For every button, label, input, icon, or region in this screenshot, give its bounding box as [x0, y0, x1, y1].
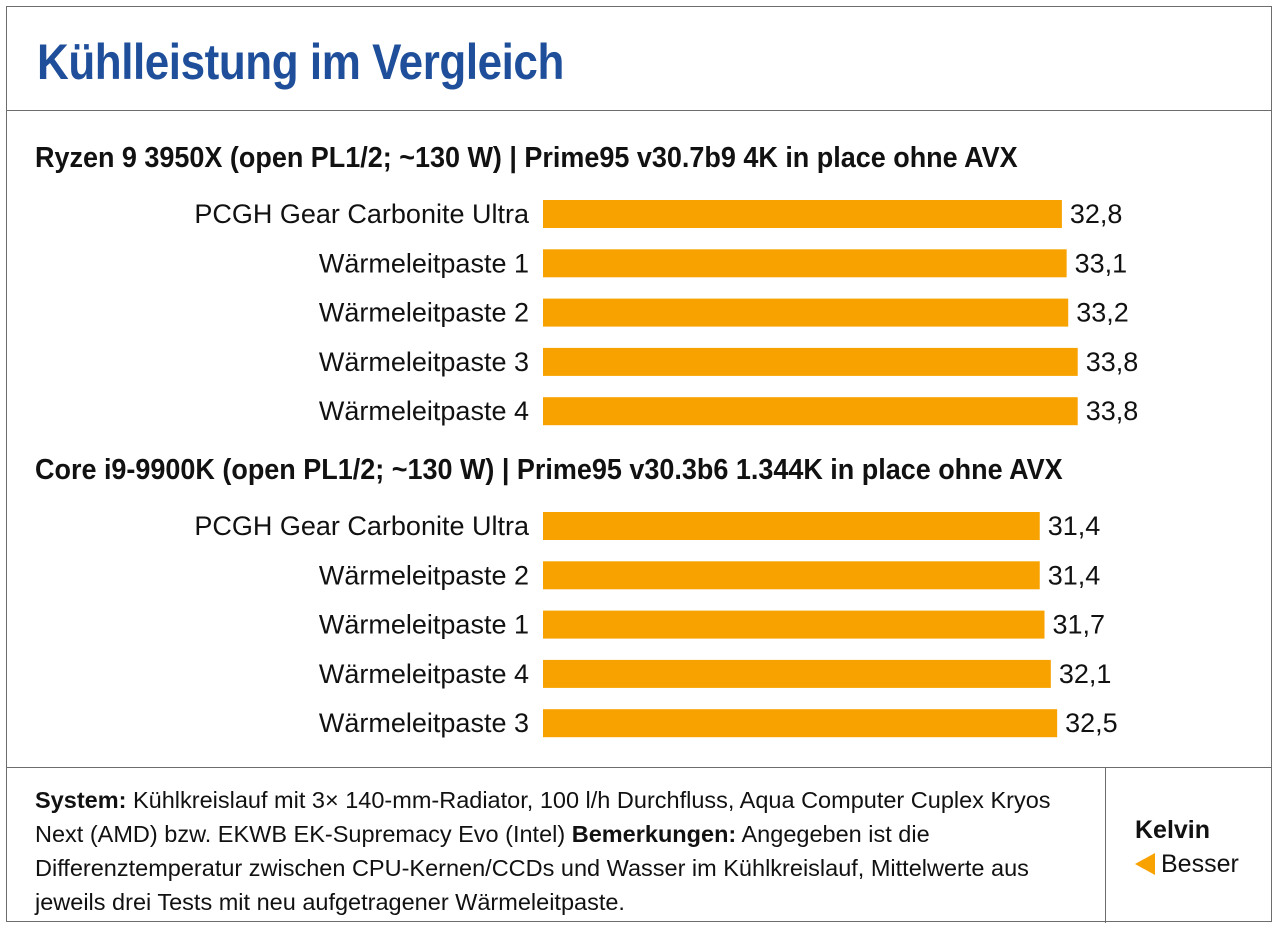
category-label: Wärmeleitpaste 2 [319, 298, 529, 328]
value-label: 33,2 [1076, 298, 1129, 328]
bar [543, 659, 1051, 688]
value-label: 33,8 [1086, 396, 1139, 426]
legend-direction: Besser [1135, 847, 1239, 881]
value-label: 33,1 [1075, 248, 1128, 278]
title-divider [7, 110, 1271, 111]
bar [543, 200, 1062, 228]
remarks-text: Angegeben ist die Differenztemperatur zw… [35, 821, 1029, 915]
legend-direction-label: Besser [1161, 850, 1239, 878]
bar [543, 397, 1078, 426]
value-label: 31,4 [1048, 560, 1101, 590]
bar [543, 347, 1078, 376]
bar [543, 610, 1045, 639]
category-label: Wärmeleitpaste 2 [319, 560, 529, 590]
remarks-label: Bemerkungen: [571, 821, 737, 847]
value-label: 32,5 [1065, 708, 1118, 738]
value-label: 32,1 [1059, 659, 1112, 689]
bar [543, 298, 1069, 327]
category-label: PCGH Gear Carbonite Ultra [194, 511, 530, 541]
bar [543, 561, 1040, 590]
bar [543, 512, 1040, 540]
value-label: 31,7 [1052, 610, 1105, 640]
system-label: System: [35, 787, 127, 813]
category-label: Wärmeleitpaste 3 [319, 708, 529, 738]
category-label: Wärmeleitpaste 1 [319, 610, 529, 640]
bar [543, 249, 1067, 278]
section-title-core-i9: Core i9-9900K (open PL1/2; ~130 W) | Pri… [35, 454, 1063, 486]
category-label: Wärmeleitpaste 1 [319, 248, 529, 278]
value-label: 33,8 [1086, 347, 1139, 377]
bar-chart: PCGH Gear Carbonite Ultra 32,8 Wärmeleitpa… [194, 199, 1139, 738]
legend-unit: Kelvin [1135, 816, 1211, 844]
page-title: Kühlleistung im Vergleich [37, 34, 564, 90]
value-label: 32,8 [1070, 199, 1123, 229]
section-title-ryzen: Ryzen 9 3950X (open PL1/2; ~130 W) | Pri… [35, 142, 1018, 174]
category-label: Wärmeleitpaste 4 [319, 396, 529, 426]
left-arrow-icon [1135, 853, 1155, 875]
category-label: Wärmeleitpaste 4 [319, 659, 529, 689]
footer-notes: System: Kühlkreislauf mit 3× 140-mm-Radi… [35, 783, 1075, 919]
category-label: Wärmeleitpaste 3 [319, 347, 529, 377]
system-text: Kühlkreislauf mit 3× 140-mm-Radiator, 10… [35, 787, 1051, 847]
legend: Kelvin Besser [1135, 813, 1239, 881]
footer-divider [7, 767, 1271, 768]
bar [543, 709, 1058, 738]
value-label: 31,4 [1048, 511, 1101, 541]
chart-frame: Kühlleistung im Vergleich Ryzen 9 3950X … [6, 6, 1272, 923]
category-label: PCGH Gear Carbonite Ultra [194, 199, 530, 229]
legend-divider [1105, 767, 1106, 923]
